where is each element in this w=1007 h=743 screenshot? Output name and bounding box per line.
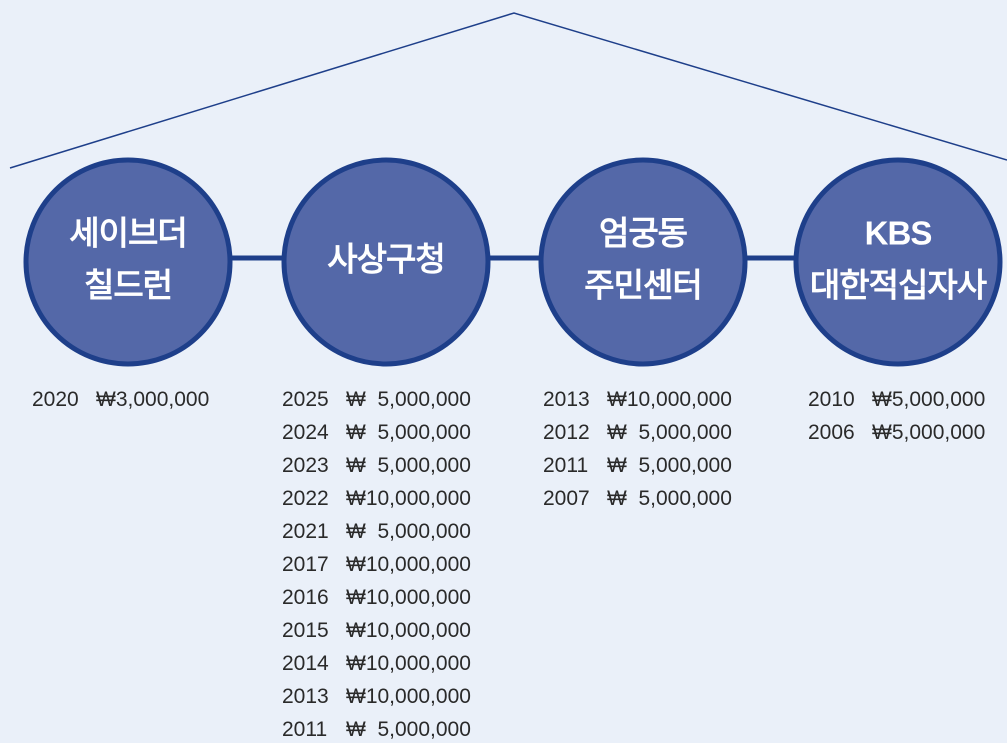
entry: 2014 ₩10,000,000	[282, 652, 471, 675]
entry-amount: ₩10,000,000	[346, 685, 471, 708]
entry-year: 2025	[282, 388, 329, 411]
node-label: 사상구청	[327, 241, 444, 278]
entry-year: 2013	[282, 685, 329, 708]
node-label: 엄궁동	[599, 215, 688, 252]
entry-year: 2020	[32, 388, 79, 411]
entry: 2025 ₩ 5,000,000	[282, 388, 471, 411]
entry-year: 2024	[282, 421, 329, 444]
entry-year: 2012	[543, 421, 590, 444]
entry: 2023 ₩ 5,000,000	[282, 454, 471, 477]
entry-year: 2017	[282, 553, 329, 576]
entry-year: 2022	[282, 487, 329, 510]
node-circle	[281, 157, 491, 367]
entry-year: 2011	[543, 454, 588, 477]
node-circle	[538, 157, 748, 367]
entry-year: 2007	[543, 487, 590, 510]
entry: 2024 ₩ 5,000,000	[282, 421, 471, 444]
entry: 2016 ₩10,000,000	[282, 586, 471, 609]
entry: 2021 ₩ 5,000,000	[282, 520, 471, 543]
entry-amount: ₩ 5,000,000	[346, 388, 471, 411]
entry-amount: ₩10,000,000	[346, 652, 471, 675]
entry-amount: ₩3,000,000	[96, 388, 209, 411]
entry-amount: ₩ 5,000,000	[346, 454, 471, 477]
entry: 2013 ₩10,000,000	[543, 388, 732, 411]
node-label: 세이브더	[69, 215, 186, 252]
node-label: 주민센터	[584, 267, 701, 304]
node-circle	[23, 157, 233, 367]
entry-amount: ₩ 5,000,000	[346, 718, 471, 741]
entry-year: 2014	[282, 652, 329, 675]
entry-amount: ₩10,000,000	[346, 487, 471, 510]
entry-amount: ₩10,000,000	[346, 619, 471, 642]
entry: 2020 ₩3,000,000	[32, 388, 209, 411]
entry-year: 2010	[808, 388, 855, 411]
entry-year: 2023	[282, 454, 329, 477]
node-label: 대한적십자사	[810, 267, 988, 304]
entry-year: 2016	[282, 586, 329, 609]
entry: 2013 ₩10,000,000	[282, 685, 471, 708]
roof-line	[9, 12, 1007, 169]
entry-year: 2015	[282, 619, 329, 642]
entry-amount: ₩10,000,000	[346, 553, 471, 576]
entry-year: 2021	[282, 520, 329, 543]
entry: 2017 ₩10,000,000	[282, 553, 471, 576]
entry-amount: ₩ 5,000,000	[607, 487, 732, 510]
entry: 2012 ₩ 5,000,000	[543, 421, 732, 444]
entry-year: 2013	[543, 388, 590, 411]
node-label: KBS	[865, 215, 932, 252]
entry: 2011 ₩ 5,000,000	[282, 718, 471, 741]
entry: 2006 ₩5,000,000	[808, 421, 985, 444]
entry-year: 2006	[808, 421, 855, 444]
entry-amount: ₩ 5,000,000	[346, 421, 471, 444]
entry: 2010 ₩5,000,000	[808, 388, 985, 411]
entry-amount: ₩10,000,000	[346, 586, 471, 609]
entry: 2022 ₩10,000,000	[282, 487, 471, 510]
entry: 2011 ₩ 5,000,000	[543, 454, 732, 477]
entry-year: 2011	[282, 718, 327, 741]
entry-amount: ₩ 5,000,000	[607, 421, 732, 444]
entry-amount: ₩ 5,000,000	[346, 520, 471, 543]
node-label: 칠드런	[84, 267, 172, 304]
entry-amount: ₩10,000,000	[607, 388, 732, 411]
node-circle	[793, 157, 1003, 367]
entry: 2007 ₩ 5,000,000	[543, 487, 732, 510]
entry-amount: ₩ 5,000,000	[607, 454, 732, 477]
entry-amount: ₩5,000,000	[872, 421, 985, 444]
entry: 2015 ₩10,000,000	[282, 619, 471, 642]
entry-amount: ₩5,000,000	[872, 388, 985, 411]
